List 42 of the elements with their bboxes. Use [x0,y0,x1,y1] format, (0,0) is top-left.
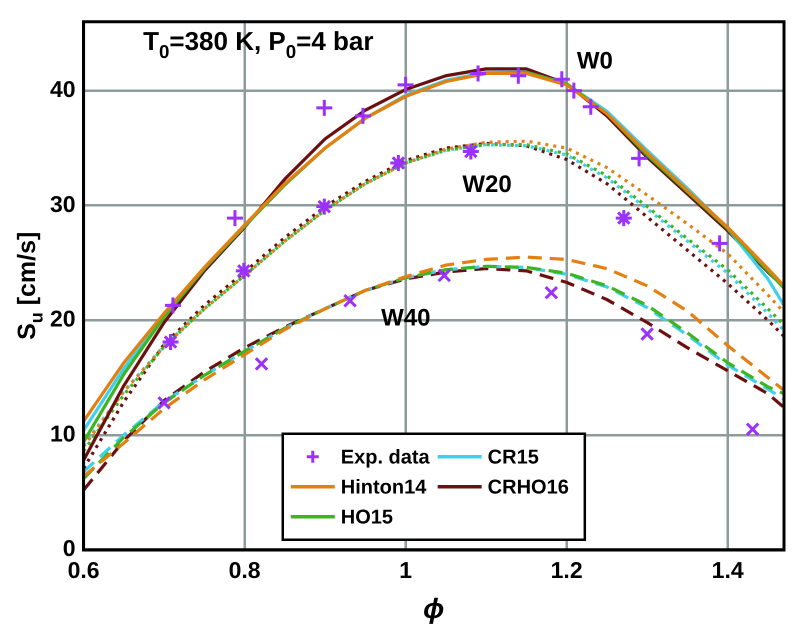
point [254,356,269,372]
point [581,97,600,116]
legend-label: Exp. data [340,446,431,468]
point [353,106,372,126]
annotation: W40 [381,304,430,332]
annotation: W20 [462,171,512,198]
legend-label: Hinton14 [340,476,428,498]
point [314,98,334,118]
annotation: W0 [576,48,613,75]
point [388,153,408,172]
point [461,142,480,162]
point [552,70,572,89]
point [225,208,244,228]
point [437,268,452,283]
point [564,81,584,100]
legend-label: CRHO16 [488,476,569,498]
point [630,148,649,168]
x-tick-label: 0.8 [228,556,261,583]
point [640,326,654,342]
x-tick-label: 1 [399,556,412,583]
point [342,294,358,308]
point [544,286,558,300]
legend-label: HO15 [340,506,394,528]
point [163,296,182,315]
point [745,422,760,436]
x-tick-label: 1.2 [550,556,583,583]
legend-label: CR15 [488,446,539,468]
point [314,197,334,216]
x-tick-label: 1.4 [712,556,744,583]
y-tick-label: 10 [50,420,76,446]
y-tick-label: 30 [50,190,76,217]
point [234,261,254,280]
point [156,396,172,410]
y-tick-label: 20 [50,306,76,332]
y-axis-title: Su [cm/s] [12,232,46,340]
x-axis-title: ϕ [423,592,444,624]
point [614,208,634,228]
point [161,332,180,352]
point [710,234,730,253]
point [396,75,416,94]
y-tick-label: 40 [50,76,76,102]
point [508,66,528,86]
